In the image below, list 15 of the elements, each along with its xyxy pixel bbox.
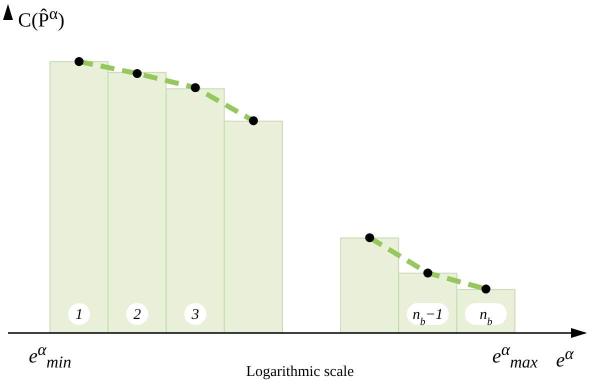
point [481, 284, 490, 294]
point [132, 69, 142, 78]
text: Logarithmic scale [246, 364, 354, 380]
x-tick-label: 3 [190, 307, 200, 323]
x-axis-title: e$^{α}$ [556, 344, 574, 373]
y-axis-title: C(P̂$^{α}$) [18, 4, 65, 33]
point [190, 83, 200, 92]
x-tick-label: n$_{b}$ [480, 307, 492, 328]
point [365, 233, 374, 242]
point [423, 268, 432, 278]
x-tick-label: n$_{b}$−1 [412, 307, 443, 328]
point [74, 57, 84, 66]
point [248, 116, 258, 126]
x-tick-label: 1 [75, 307, 83, 323]
x-tick-label: 2 [133, 307, 142, 323]
